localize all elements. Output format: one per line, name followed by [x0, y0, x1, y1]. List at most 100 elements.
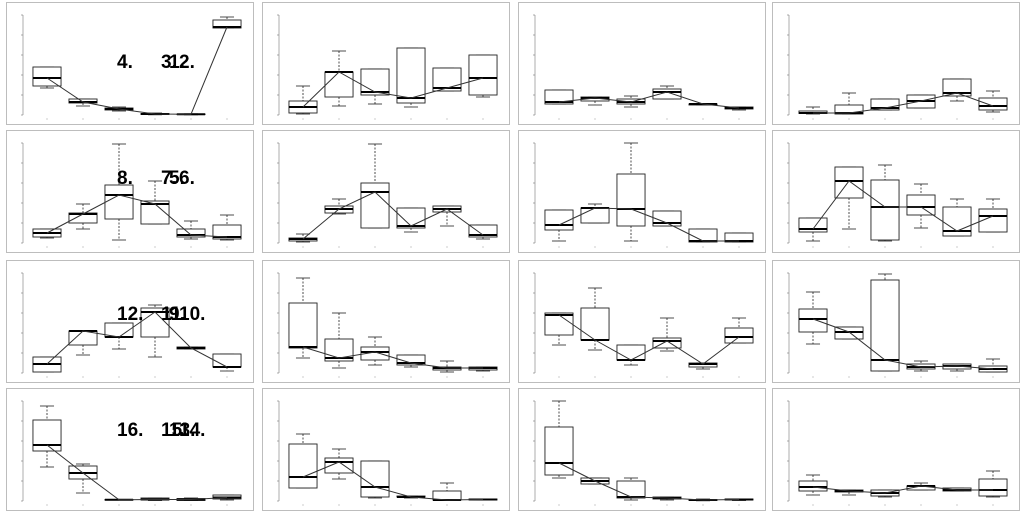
box-1	[32, 356, 62, 373]
iqr-box	[288, 302, 318, 349]
median-trend-line	[558, 314, 740, 365]
iqr-box	[324, 457, 354, 474]
box-6	[724, 317, 754, 344]
boxplot-panel: 5.	[6, 130, 254, 253]
iqr-box	[32, 66, 62, 87]
iqr-box	[544, 426, 574, 476]
box-2	[68, 203, 98, 230]
iqr-box	[396, 354, 426, 366]
median-trend-line	[302, 191, 484, 240]
iqr-box	[580, 307, 610, 341]
iqr-box	[140, 200, 170, 225]
median-trend-line	[46, 444, 228, 501]
boxplot-panel: 6.	[179, 130, 510, 253]
box-3	[360, 68, 390, 105]
boxplot-panel: 15.	[161, 388, 766, 511]
iqr-box	[942, 78, 972, 97]
iqr-box	[798, 308, 828, 333]
boxplot-svg	[533, 14, 754, 120]
box-2	[834, 92, 864, 115]
box-1	[288, 277, 318, 359]
box-6	[724, 106, 754, 111]
box-2	[324, 448, 354, 480]
iqr-box	[906, 194, 936, 216]
box-1	[544, 209, 574, 242]
boxplot-panel: 10.	[179, 260, 510, 383]
boxplot-panel: 1.	[6, 2, 254, 125]
box-3	[360, 336, 390, 366]
iqr-box	[616, 344, 646, 361]
box-3	[104, 322, 134, 350]
box-1	[288, 433, 318, 489]
box-6	[978, 358, 1008, 373]
iqr-box	[176, 228, 206, 238]
panel-label: 4.	[117, 52, 133, 73]
box-2	[580, 287, 610, 351]
median-trend-line	[302, 346, 483, 369]
boxplot-svg	[787, 142, 1008, 248]
box-6	[468, 224, 498, 240]
iqr-box	[978, 208, 1008, 233]
iqr-box	[432, 67, 462, 92]
panel-label: 8.	[117, 168, 133, 189]
iqr-box	[870, 179, 900, 241]
median-trend-line	[46, 194, 228, 238]
box-1	[798, 474, 828, 496]
boxplot-svg	[21, 142, 242, 248]
box-2	[834, 166, 864, 230]
median-trend-line	[46, 311, 228, 368]
iqr-box	[324, 71, 354, 98]
iqr-box	[616, 173, 646, 227]
iqr-box	[288, 443, 318, 489]
iqr-box	[104, 184, 134, 220]
iqr-box	[360, 346, 390, 361]
iqr-box	[580, 207, 610, 224]
iqr-box	[978, 97, 1008, 111]
box-1	[544, 400, 574, 479]
boxplot-panel: 13.	[6, 388, 254, 511]
panel-label: 2.	[179, 52, 195, 73]
boxplot-panel: 12.	[117, 260, 1020, 383]
boxplot-svg	[787, 400, 1008, 506]
boxplot-svg	[277, 14, 498, 120]
panel-label: 3.	[161, 52, 177, 73]
median-trend-line	[812, 318, 994, 370]
boxplot-panel: 16.	[117, 388, 1020, 511]
iqr-box	[360, 182, 390, 229]
box-6	[978, 90, 1008, 113]
box-3	[104, 143, 134, 241]
boxplot-panel: 11.	[161, 260, 766, 383]
panel-label: 9.	[169, 304, 185, 325]
iqr-box	[212, 224, 242, 240]
boxplot-panel: 8.	[117, 130, 1020, 253]
box-1	[544, 312, 574, 346]
panel-label: 15.	[161, 420, 188, 441]
panel-label: 12.	[117, 304, 144, 325]
box-5	[432, 67, 462, 92]
panel-label: 13.	[169, 420, 196, 441]
panel-label: 1.	[169, 52, 185, 73]
iqr-box	[652, 337, 682, 349]
iqr-box	[724, 327, 754, 344]
boxplot-svg	[277, 142, 498, 248]
box-5	[432, 482, 462, 501]
box-2	[68, 330, 98, 356]
boxplot-svg	[787, 272, 1008, 378]
iqr-box	[212, 353, 242, 368]
box-1	[288, 233, 318, 243]
panel-label: 14.	[179, 420, 206, 441]
boxplot-panel: 14.	[179, 388, 510, 511]
box-6	[212, 16, 242, 29]
box-1	[288, 85, 318, 115]
box-2	[68, 463, 98, 494]
panel-label: 16.	[117, 420, 144, 441]
boxplot-svg	[533, 400, 754, 506]
boxplot-panel: 4.	[117, 2, 1020, 125]
box-3	[870, 164, 900, 242]
median-trend-line	[302, 71, 484, 108]
box-3	[870, 273, 900, 372]
box-6	[468, 54, 498, 98]
iqr-box	[360, 460, 390, 498]
median-trend-line	[812, 485, 993, 494]
